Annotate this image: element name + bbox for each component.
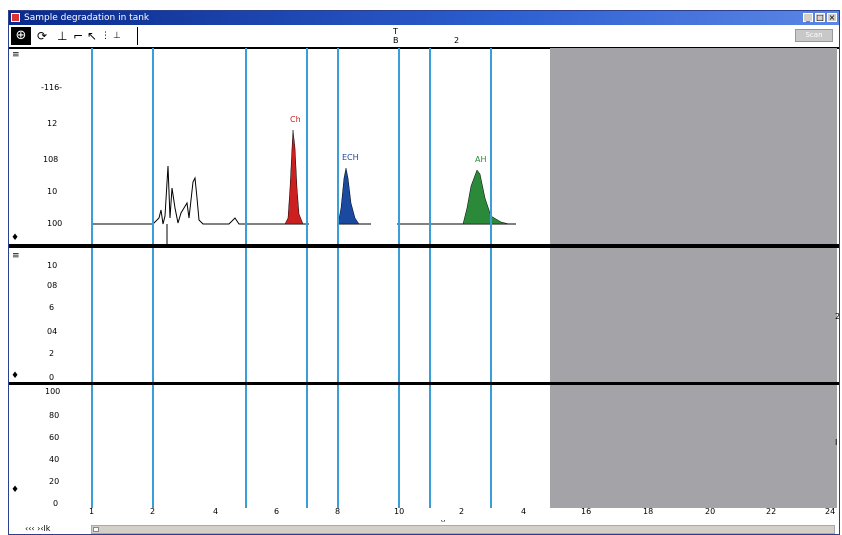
x-tick: 4 bbox=[521, 507, 527, 516]
time-marker-line[interactable] bbox=[337, 48, 339, 508]
x-tick: 8 bbox=[335, 507, 341, 516]
panel-menu-icon[interactable]: ≡ bbox=[12, 50, 20, 60]
x-tick: 22 bbox=[766, 507, 777, 516]
y-tick: 80 bbox=[49, 411, 60, 420]
x-tick: 24 bbox=[825, 507, 836, 516]
y-tick: 0 bbox=[49, 373, 55, 382]
marker-t: T bbox=[393, 27, 398, 36]
panel-handle-icon[interactable]: ♦ bbox=[11, 371, 20, 381]
time-marker-line[interactable] bbox=[490, 48, 492, 508]
x-axis: 1 2 4 6 8 10 2 4 16 18 20 22 24 v bbox=[9, 507, 839, 527]
window-title: Sample degradation in tank bbox=[24, 13, 150, 23]
baseline-left bbox=[91, 165, 309, 225]
x-tick: 1 bbox=[89, 507, 95, 516]
x-tick: 18 bbox=[643, 507, 654, 516]
y-tick: 0 bbox=[53, 499, 59, 508]
marker-tool-icon[interactable]: ⊥ bbox=[113, 31, 121, 41]
panel-divider-bottom[interactable] bbox=[9, 382, 839, 385]
time-marker-line[interactable] bbox=[306, 48, 308, 508]
y-tick: 08 bbox=[47, 281, 58, 290]
pointer-icon[interactable]: ↖ bbox=[87, 29, 98, 43]
horizontal-scrollbar[interactable] bbox=[91, 525, 835, 534]
close-button[interactable]: × bbox=[827, 13, 837, 22]
middle-panel-right-label: 2 bbox=[835, 312, 840, 321]
y-tick: 108 bbox=[43, 155, 59, 164]
y-tick: 100 bbox=[45, 387, 61, 396]
y-tick: 40 bbox=[49, 455, 60, 464]
panel-handle-icon[interactable]: ♦ bbox=[11, 233, 20, 243]
marker-2: 2 bbox=[454, 36, 460, 45]
scrollbar-thumb[interactable] bbox=[93, 527, 99, 532]
time-marker-line[interactable] bbox=[429, 48, 431, 508]
y-tick: 04 bbox=[47, 327, 58, 336]
toolbar-separator bbox=[137, 27, 138, 45]
time-marker-line[interactable] bbox=[245, 48, 247, 508]
peak-label-ch: Ch bbox=[290, 115, 301, 124]
zoom-icon[interactable]: ⊕ bbox=[11, 27, 31, 45]
chromatogram-window: Sample degradation in tank _ □ × ⊕ ⟳ ⊥ ⌐… bbox=[8, 10, 840, 535]
y-tick: 10 bbox=[47, 261, 58, 270]
rotate-icon[interactable]: ⟳ bbox=[37, 29, 48, 43]
x-tick: 2 bbox=[459, 507, 465, 516]
time-marker-line[interactable] bbox=[152, 48, 154, 508]
peak-label-ech: ECH bbox=[342, 153, 359, 162]
app-icon bbox=[11, 13, 20, 22]
title-bar[interactable]: Sample degradation in tank _ □ × bbox=[9, 11, 839, 25]
peak-ah bbox=[462, 169, 510, 225]
peak-tool-icon[interactable]: ⊥ bbox=[57, 29, 68, 43]
panel-menu-icon[interactable]: ≡ bbox=[12, 251, 20, 261]
time-marker-line[interactable] bbox=[91, 48, 93, 508]
split-tool-icon[interactable]: ⋮ bbox=[101, 31, 110, 41]
plot-area[interactable]: Ch ECH AH ≡ -116- 12 108 10 100 ♦ ≡ 10 0… bbox=[9, 48, 840, 508]
status-bar: ‹‹‹ ›‹lk bbox=[9, 522, 839, 534]
bottom-panel-right-label: I bbox=[835, 438, 838, 447]
peak-label-ah: AH bbox=[475, 155, 487, 164]
y-tick: 60 bbox=[49, 433, 60, 442]
y-tick: 10 bbox=[47, 187, 58, 196]
x-tick: 16 bbox=[581, 507, 592, 516]
y-tick: 100 bbox=[47, 219, 63, 228]
y-tick: 2 bbox=[49, 349, 55, 358]
minimize-button[interactable]: _ bbox=[803, 13, 813, 22]
peak-ech bbox=[337, 167, 360, 225]
x-tick: 20 bbox=[705, 507, 716, 516]
x-tick: 6 bbox=[274, 507, 280, 516]
panel-handle-icon[interactable]: ♦ bbox=[11, 485, 20, 495]
baseline-tool-icon[interactable]: ⌐ bbox=[73, 29, 84, 43]
scan-button[interactable]: Scan bbox=[795, 29, 833, 42]
toolbar: ⊕ ⟳ ⊥ ⌐ ↖ ⋮ ⊥ T B 2 Scan bbox=[9, 25, 839, 49]
y-tick: 6 bbox=[49, 303, 55, 312]
panel-divider-top[interactable] bbox=[9, 244, 839, 248]
x-tick: 10 bbox=[394, 507, 405, 516]
marker-b: B bbox=[393, 36, 399, 45]
unused-region bbox=[550, 48, 837, 508]
maximize-button[interactable]: □ bbox=[815, 13, 825, 22]
y-tick: 20 bbox=[49, 477, 60, 486]
y-tick: 12 bbox=[47, 119, 58, 128]
y-tick: -116- bbox=[41, 83, 63, 92]
time-marker-line[interactable] bbox=[398, 48, 400, 508]
x-tick: 4 bbox=[213, 507, 219, 516]
x-tick: 2 bbox=[150, 507, 156, 516]
chromatogram-svg bbox=[91, 129, 516, 244]
peak-ch bbox=[284, 129, 304, 225]
status-text: ‹‹‹ ›‹lk bbox=[25, 524, 51, 533]
